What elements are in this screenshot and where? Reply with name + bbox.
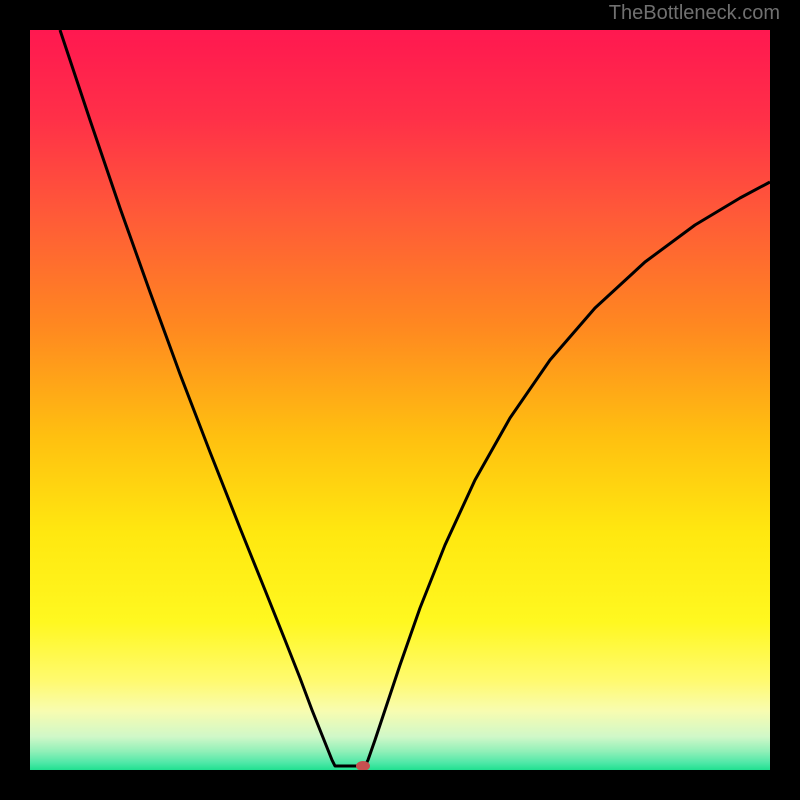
bottleneck-curve: [30, 30, 770, 770]
optimum-marker: [356, 761, 370, 770]
bottleneck-chart: [30, 30, 770, 770]
watermark-text: TheBottleneck.com: [609, 2, 780, 25]
